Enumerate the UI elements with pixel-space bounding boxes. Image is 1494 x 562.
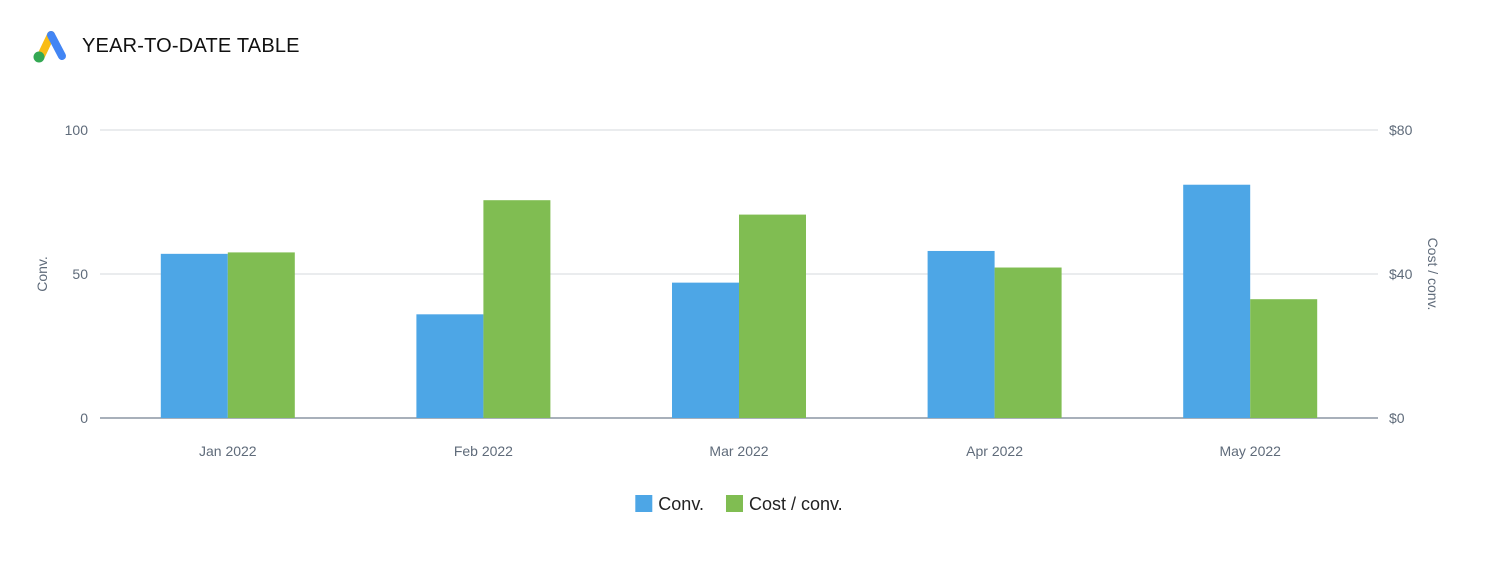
chart-header: YEAR-TO-DATE TABLE — [30, 26, 300, 66]
legend-label: Conv. — [658, 494, 704, 514]
bar-cost-conv-mar-2022[interactable] — [739, 214, 806, 418]
x-tick-label: Feb 2022 — [454, 443, 513, 459]
legend-swatch — [635, 495, 653, 512]
x-tick-label: Jan 2022 — [199, 443, 257, 459]
right-axis-ticks: $0 $40 $80 — [1389, 122, 1413, 426]
x-axis-ticks: Jan 2022 Feb 2022 Mar 2022 Apr 2022 May 2022 — [199, 443, 1281, 459]
right-tick-label: $0 — [1389, 410, 1405, 426]
bar-conv-mar-2022[interactable] — [672, 282, 739, 418]
legend-label: Cost / conv. — [749, 494, 843, 514]
bar-conv-feb-2022[interactable] — [416, 314, 484, 418]
right-axis-title: Cost / conv. — [1425, 238, 1441, 311]
bar-cost-conv-apr-2022[interactable] — [994, 267, 1062, 418]
right-tick-label: $40 — [1389, 266, 1413, 282]
left-tick-label: 100 — [65, 122, 89, 138]
bar-conv-apr-2022[interactable] — [927, 250, 995, 418]
left-axis-title: Conv. — [34, 256, 50, 292]
bars — [160, 184, 1318, 418]
bar-conv-may-2022[interactable] — [1183, 184, 1251, 418]
google-ads-logo-icon — [33, 31, 66, 63]
left-tick-label: 50 — [72, 266, 88, 282]
left-axis-ticks: 0 50 100 — [65, 122, 89, 426]
bar-cost-conv-jan-2022[interactable] — [227, 252, 295, 418]
bar-conv-jan-2022[interactable] — [160, 253, 228, 418]
legend: Conv. Cost / conv. — [635, 494, 843, 514]
bar-cost-conv-may-2022[interactable] — [1250, 299, 1318, 418]
legend-item-cost-conv[interactable]: Cost / conv. — [725, 494, 843, 514]
x-tick-label: Mar 2022 — [709, 443, 768, 459]
x-tick-label: Apr 2022 — [966, 443, 1023, 459]
legend-swatch — [725, 495, 743, 512]
left-tick-label: 0 — [80, 410, 88, 426]
x-tick-label: May 2022 — [1219, 443, 1281, 459]
legend-item-conv[interactable]: Conv. — [635, 494, 704, 514]
chart-title: YEAR-TO-DATE TABLE — [82, 34, 300, 57]
right-tick-label: $80 — [1389, 122, 1413, 138]
bar-cost-conv-feb-2022[interactable] — [483, 200, 551, 418]
